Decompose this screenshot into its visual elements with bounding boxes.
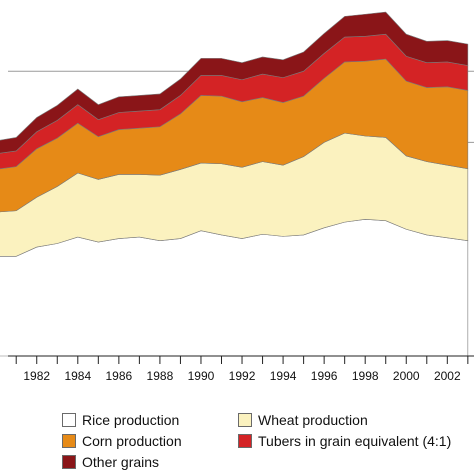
legend-label: Wheat production — [258, 412, 368, 428]
legend-item: Wheat production — [238, 410, 368, 430]
x-tick-label: 1994 — [270, 369, 297, 383]
axes: 1982 1984 1986 1988 1990 1992 1994 1996 1998 2000… — [8, 355, 474, 383]
legend-swatch — [62, 434, 76, 448]
legend-swatch — [62, 413, 76, 427]
legend-item: Other grains — [62, 452, 159, 472]
legend-item: Rice production — [62, 410, 179, 430]
legend-label: Corn production — [82, 433, 182, 449]
legend-label: Rice production — [82, 412, 180, 428]
x-tick-label: 1992 — [229, 369, 256, 383]
legend-swatch — [238, 434, 252, 448]
x-tick-label: 1990 — [188, 369, 215, 383]
area-series-0 — [0, 218, 469, 357]
legend-label: Other grains — [82, 454, 160, 470]
x-tick-label: 2002 — [434, 369, 461, 383]
legend-swatch — [62, 455, 76, 469]
area-series-4 — [0, 11, 469, 154]
x-tick-label: 1982 — [23, 369, 50, 383]
legend-item: Corn production — [62, 431, 182, 451]
legend-item: Tubers in grain equivalent (4:1) — [238, 431, 451, 451]
area-series-group — [0, 11, 469, 357]
x-tick-label: 1996 — [311, 369, 338, 383]
x-tick-label: 1984 — [64, 369, 91, 383]
legend: Rice production Wheat production Corn prod… — [62, 410, 474, 474]
x-tick-label: 1998 — [352, 369, 379, 383]
legend-swatch — [238, 413, 252, 427]
legend-label: Tubers in grain equivalent (4:1) — [258, 433, 452, 449]
x-tick-label: 2000 — [393, 369, 420, 383]
x-tick-label: 1986 — [106, 369, 133, 383]
x-tick-label: 1988 — [147, 369, 174, 383]
